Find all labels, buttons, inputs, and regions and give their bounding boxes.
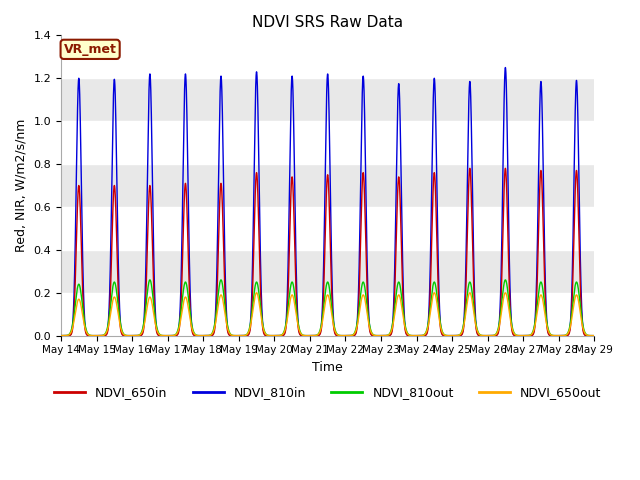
X-axis label: Time: Time bbox=[312, 361, 343, 374]
Legend: NDVI_650in, NDVI_810in, NDVI_810out, NDVI_650out: NDVI_650in, NDVI_810in, NDVI_810out, NDV… bbox=[49, 382, 606, 405]
Bar bbox=[61, 78, 595, 121]
Bar bbox=[61, 250, 595, 293]
Title: NDVI SRS Raw Data: NDVI SRS Raw Data bbox=[252, 15, 403, 30]
Bar bbox=[61, 121, 595, 164]
Bar bbox=[61, 293, 595, 336]
Text: VR_met: VR_met bbox=[64, 43, 116, 56]
Bar bbox=[61, 207, 595, 250]
Bar bbox=[61, 164, 595, 207]
Y-axis label: Red, NIR, W/m2/s/nm: Red, NIR, W/m2/s/nm bbox=[15, 119, 28, 252]
Bar bbox=[61, 36, 595, 78]
